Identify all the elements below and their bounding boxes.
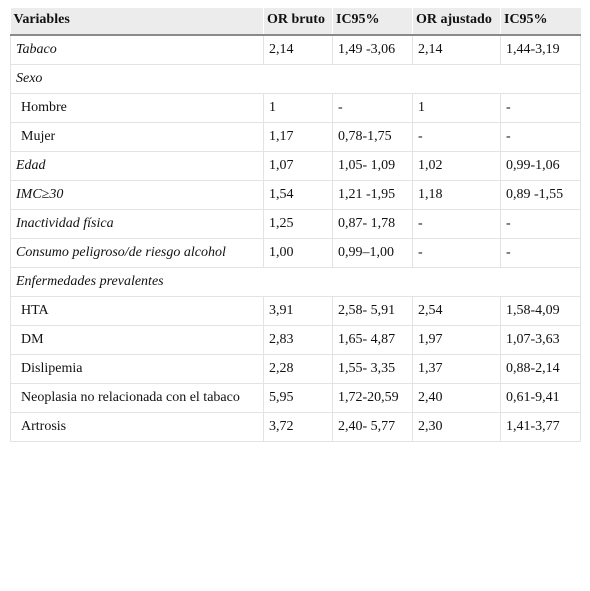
cell-ic95-ajustado: 1,07-3,63 <box>500 325 581 355</box>
table-row: Tabaco 2,14 1,49 -3,06 2,14 1,44-3,19 <box>10 35 581 65</box>
table-row: Edad 1,07 1,05- 1,09 1,02 0,99-1,06 <box>10 151 581 181</box>
cell-variable: Edad <box>10 151 264 181</box>
cell-ic95-bruto: 0,78-1,75 <box>332 122 413 152</box>
cell-ic95-ajustado: 0,99-1,06 <box>500 151 581 181</box>
cell-or-ajustado: 2,30 <box>412 412 501 442</box>
cell-ic95-ajustado: - <box>500 93 581 123</box>
cell-or-bruto: 1,07 <box>263 151 333 181</box>
header-ic95-bruto: IC95% <box>332 8 413 36</box>
cell-or-bruto: 2,83 <box>263 325 333 355</box>
cell-or-ajustado: 2,54 <box>412 296 501 326</box>
cell-variable: Consumo peligroso/de riesgo alcohol <box>10 238 264 268</box>
cell-variable: Tabaco <box>10 35 264 65</box>
table-row: Artrosis 3,72 2,40- 5,77 2,30 1,41-3,77 <box>10 412 581 442</box>
cell-or-ajustado: - <box>412 122 501 152</box>
header-row: Variables OR bruto IC95% OR ajustado IC9… <box>10 8 581 36</box>
cell-ic95-bruto: 1,72-20,59 <box>332 383 413 413</box>
section-label: Enfermedades prevalentes <box>10 267 581 297</box>
cell-or-bruto: 2,28 <box>263 354 333 384</box>
cell-ic95-bruto: 2,58- 5,91 <box>332 296 413 326</box>
table-header: Variables OR bruto IC95% OR ajustado IC9… <box>10 8 581 36</box>
cell-or-ajustado: - <box>412 209 501 239</box>
cell-ic95-bruto: 1,65- 4,87 <box>332 325 413 355</box>
cell-or-ajustado: 1,02 <box>412 151 501 181</box>
cell-or-bruto: 5,95 <box>263 383 333 413</box>
cell-or-bruto: 1,25 <box>263 209 333 239</box>
cell-or-bruto: 2,14 <box>263 35 333 65</box>
cell-or-ajustado: 1 <box>412 93 501 123</box>
cell-ic95-bruto: 2,40- 5,77 <box>332 412 413 442</box>
cell-or-ajustado: 1,97 <box>412 325 501 355</box>
cell-ic95-ajustado: - <box>500 238 581 268</box>
cell-or-bruto: 3,91 <box>263 296 333 326</box>
cell-variable: Mujer <box>10 122 264 152</box>
cell-ic95-ajustado: - <box>500 122 581 152</box>
cell-ic95-ajustado: 0,61-9,41 <box>500 383 581 413</box>
table-row: Dislipemia 2,28 1,55- 3,35 1,37 0,88-2,14 <box>10 354 581 384</box>
cell-ic95-ajustado: 1,44-3,19 <box>500 35 581 65</box>
table-row: Hombre 1-1- <box>10 93 581 123</box>
table-row: DM 2,83 1,65- 4,87 1,97 1,07-3,63 <box>10 325 581 355</box>
table-row: IMC≥30 1,54 1,21 -1,95 1,18 0,89 -1,55 <box>10 180 581 210</box>
table-row: Inactividad física 1,25 0,87- 1,78- - <box>10 209 581 239</box>
cell-or-bruto: 3,72 <box>263 412 333 442</box>
cell-or-ajustado: 2,40 <box>412 383 501 413</box>
cell-ic95-ajustado: 1,58-4,09 <box>500 296 581 326</box>
cell-ic95-bruto: 1,49 -3,06 <box>332 35 413 65</box>
table-row: Neoplasia no relacionada con el tabaco 5,… <box>10 383 581 413</box>
cell-or-ajustado: 1,37 <box>412 354 501 384</box>
cell-ic95-bruto: 1,21 -1,95 <box>332 180 413 210</box>
cell-or-ajustado: 1,18 <box>412 180 501 210</box>
section-label: Sexo <box>10 64 581 94</box>
table-row: HTA 3,91 2,58- 5,91 2,54 1,58-4,09 <box>10 296 581 326</box>
cell-ic95-bruto: - <box>332 93 413 123</box>
cell-ic95-bruto: 0,99–1,00 <box>332 238 413 268</box>
cell-ic95-bruto: 1,55- 3,35 <box>332 354 413 384</box>
cell-ic95-ajustado: - <box>500 209 581 239</box>
cell-variable: Inactividad física <box>10 209 264 239</box>
cell-or-bruto: 1,17 <box>263 122 333 152</box>
cell-variable: IMC≥30 <box>10 180 264 210</box>
cell-ic95-bruto: 0,87- 1,78 <box>332 209 413 239</box>
header-ic95-ajustado: IC95% <box>500 8 581 36</box>
cell-or-ajustado: 2,14 <box>412 35 501 65</box>
table-section-row: Sexo <box>10 64 581 94</box>
header-or-bruto: OR bruto <box>263 8 333 36</box>
table-row: Mujer 1,17 0,78-1,75- - <box>10 122 581 152</box>
odds-ratio-table: Variables OR bruto IC95% OR ajustado IC9… <box>10 8 581 442</box>
cell-variable: Hombre <box>10 93 264 123</box>
cell-variable: HTA <box>10 296 264 326</box>
cell-ic95-ajustado: 1,41-3,77 <box>500 412 581 442</box>
table-section-row: Enfermedades prevalentes <box>10 267 581 297</box>
cell-variable: Artrosis <box>10 412 264 442</box>
results-table-container: Variables OR bruto IC95% OR ajustado IC9… <box>10 8 581 442</box>
cell-or-bruto: 1 <box>263 93 333 123</box>
cell-ic95-ajustado: 0,88-2,14 <box>500 354 581 384</box>
table-row: Consumo peligroso/de riesgo alcohol 1,00 0… <box>10 238 581 268</box>
cell-variable: DM <box>10 325 264 355</box>
cell-or-bruto: 1,00 <box>263 238 333 268</box>
header-variables: Variables <box>10 8 264 36</box>
cell-ic95-ajustado: 0,89 -1,55 <box>500 180 581 210</box>
header-or-ajustado: OR ajustado <box>412 8 501 36</box>
cell-or-bruto: 1,54 <box>263 180 333 210</box>
cell-or-ajustado: - <box>412 238 501 268</box>
cell-variable: Neoplasia no relacionada con el tabaco <box>10 383 264 413</box>
table-body: Tabaco 2,14 1,49 -3,06 2,14 1,44-3,19 Sexo Hom… <box>10 35 581 442</box>
cell-ic95-bruto: 1,05- 1,09 <box>332 151 413 181</box>
cell-variable: Dislipemia <box>10 354 264 384</box>
